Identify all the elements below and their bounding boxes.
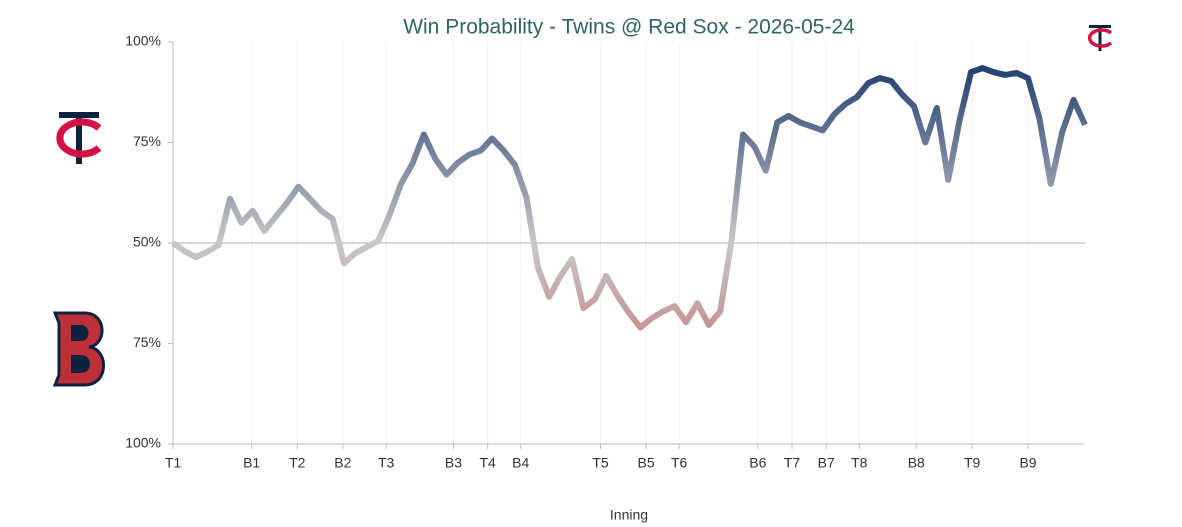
x-tick-label: B8	[908, 455, 925, 471]
twins-logo-small	[1087, 25, 1113, 51]
x-tick-label: T8	[851, 455, 868, 471]
y-tick-label: 75%	[133, 334, 161, 350]
x-tick-label: B5	[638, 455, 655, 471]
y-tick-label: 50%	[133, 234, 161, 250]
x-tick-label: T7	[784, 455, 801, 471]
x-tick-label: B3	[445, 455, 462, 471]
twins-logo	[56, 112, 102, 164]
x-tick-label: T4	[479, 455, 496, 471]
y-tick-label: 75%	[133, 133, 161, 149]
x-tick-label: B6	[749, 455, 766, 471]
x-tick-label: B4	[512, 455, 529, 471]
x-tick-label: T1	[165, 455, 182, 471]
y-tick-label: 100%	[125, 435, 161, 451]
x-tick-label: B1	[243, 455, 260, 471]
x-tick-label: T3	[378, 455, 395, 471]
x-tick-label: B7	[818, 455, 835, 471]
redsox-logo	[52, 311, 105, 387]
x-tick-label: B9	[1019, 455, 1036, 471]
chart-title: Win Probability - Twins @ Red Sox - 2026…	[403, 16, 855, 39]
x-tick-label: B2	[334, 455, 351, 471]
x-tick-label: T5	[592, 455, 609, 471]
y-tick-label: 100%	[125, 33, 161, 49]
x-axis-label: Inning	[610, 507, 648, 523]
x-tick-label: T2	[289, 455, 306, 471]
win-probability-line	[171, 65, 1088, 331]
x-tick-label: T9	[964, 455, 981, 471]
x-tick-label: T6	[671, 455, 688, 471]
